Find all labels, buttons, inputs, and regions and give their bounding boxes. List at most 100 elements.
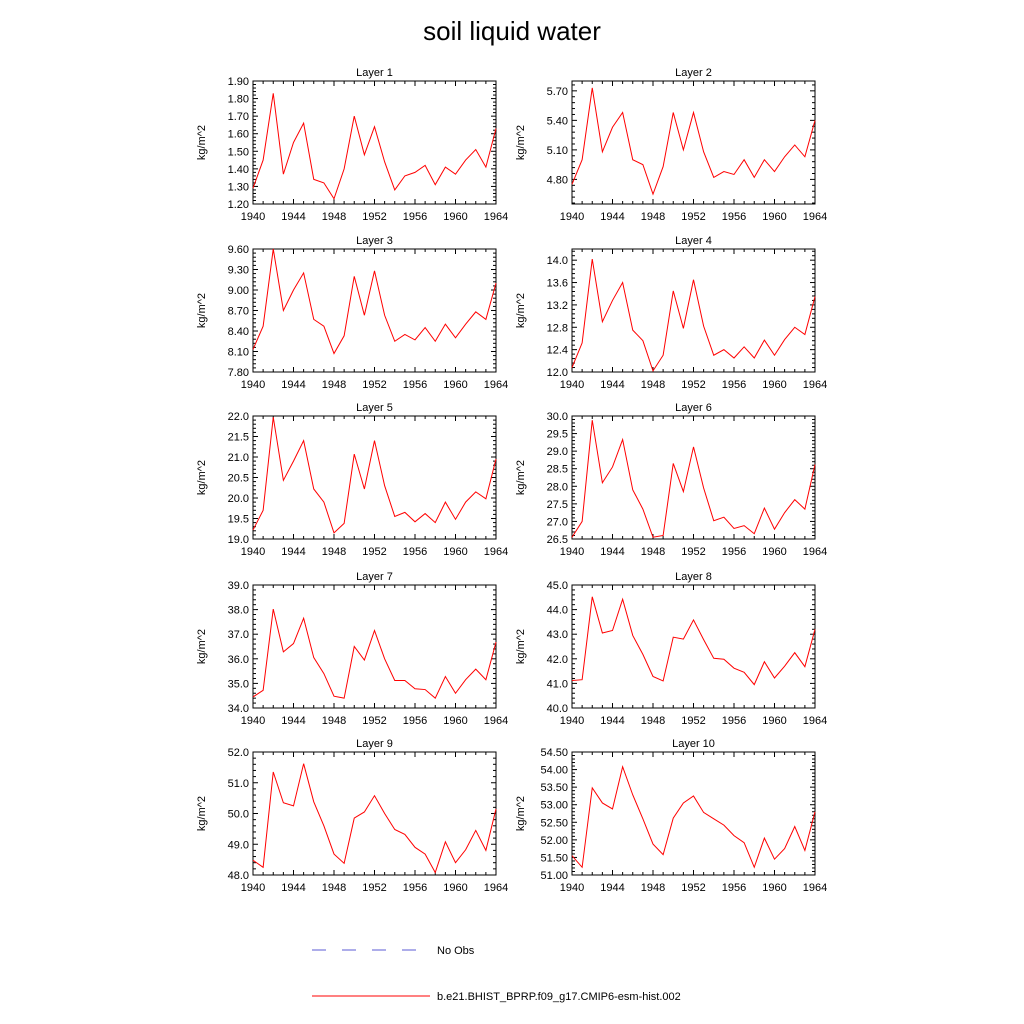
- x-tick-label: 1956: [403, 546, 427, 558]
- y-tick-label: 45.0: [547, 580, 568, 592]
- x-tick-label: 1952: [681, 882, 705, 894]
- x-tick-label: 1964: [484, 882, 508, 894]
- y-tick-label: 54.00: [540, 765, 568, 777]
- plot-frame: [571, 415, 816, 540]
- y-tick-label: 28.5: [547, 464, 568, 476]
- x-tick-label: 1944: [281, 546, 305, 558]
- y-tick-label: 51.0: [228, 778, 249, 790]
- y-tick-label: 4.80: [547, 174, 568, 186]
- series-line: [252, 417, 497, 534]
- y-tick-label: 20.5: [228, 473, 249, 485]
- x-tick-label: 1960: [443, 546, 467, 558]
- panel-title: Layer 10: [672, 738, 715, 750]
- x-tick-label: 1944: [281, 211, 305, 223]
- y-tick-label: 21.0: [228, 452, 249, 464]
- x-tick-label: 1944: [281, 379, 305, 391]
- panel-layer-5: Layer 5 kg/m^2 1940 1944 1948 1952 1956 1960 196…: [196, 402, 508, 558]
- y-tick-label: 14.0: [547, 255, 568, 267]
- panel-layer-9: Layer 9 kg/m^2 1940 1944 1948 1952 1956 1960 196…: [196, 738, 508, 894]
- y-tick-label: 41.0: [547, 678, 568, 690]
- x-tick-label: 1944: [600, 546, 624, 558]
- plot-frame: [252, 80, 497, 205]
- plot-frame: [571, 584, 816, 709]
- y-tick-label: 19.0: [228, 534, 249, 546]
- y-tick-label: 54.50: [540, 747, 568, 759]
- y-tick-label: 29.0: [547, 446, 568, 458]
- y-tick-label: 21.5: [228, 432, 249, 444]
- y-tick-label: 27.5: [547, 499, 568, 511]
- y-tick-label: 29.5: [547, 429, 568, 441]
- y-tick-label: 50.0: [228, 809, 249, 821]
- plot-frame: [571, 751, 816, 876]
- y-axis-label: kg/m^2: [196, 460, 208, 495]
- y-tick-label: 30.0: [547, 411, 568, 423]
- y-tick-label: 37.0: [228, 629, 249, 641]
- y-axis-label: kg/m^2: [515, 796, 527, 831]
- panel-title: Layer 2: [675, 67, 712, 79]
- x-tick-label: 1964: [803, 715, 827, 727]
- y-tick-label: 1.70: [228, 111, 249, 123]
- x-tick-label: 1940: [560, 546, 584, 558]
- y-tick-label: 35.0: [228, 678, 249, 690]
- y-tick-label: 49.0: [228, 839, 249, 851]
- y-tick-label: 13.6: [547, 278, 568, 290]
- x-tick-label: 1940: [241, 546, 265, 558]
- x-tick-label: 1964: [803, 546, 827, 558]
- panel-title: Layer 7: [356, 571, 393, 583]
- y-tick-label: 20.0: [228, 493, 249, 505]
- x-tick-label: 1952: [362, 379, 386, 391]
- x-tick-label: 1964: [803, 211, 827, 223]
- x-tick-label: 1960: [762, 379, 786, 391]
- x-tick-label: 1960: [762, 882, 786, 894]
- panel-title: Layer 9: [356, 738, 393, 750]
- y-axis-label: kg/m^2: [515, 460, 527, 495]
- series-line: [571, 420, 816, 538]
- x-tick-label: 1964: [484, 546, 508, 558]
- y-axis-label: kg/m^2: [515, 125, 527, 160]
- y-tick-label: 12.4: [547, 345, 568, 357]
- x-tick-label: 1940: [560, 715, 584, 727]
- plot-frame: [571, 248, 816, 373]
- y-tick-label: 52.0: [228, 747, 249, 759]
- y-tick-label: 52.50: [540, 817, 568, 829]
- panel-layer-8: Layer 8 kg/m^2 1940 1944 1948 1952 1956 1960 196…: [515, 571, 827, 727]
- y-tick-label: 43.0: [547, 629, 568, 641]
- y-axis-label: kg/m^2: [515, 293, 527, 328]
- x-tick-label: 1940: [241, 715, 265, 727]
- y-tick-label: 28.0: [547, 481, 568, 493]
- y-axis-label: kg/m^2: [196, 293, 208, 328]
- x-tick-label: 1960: [443, 379, 467, 391]
- y-axis-label: kg/m^2: [515, 629, 527, 664]
- panel-title: Layer 6: [675, 402, 712, 414]
- plot-frame: [252, 248, 497, 373]
- y-tick-label: 38.0: [228, 605, 249, 617]
- y-tick-label: 34.0: [228, 703, 249, 715]
- y-tick-label: 9.00: [228, 285, 249, 297]
- plot-frame: [252, 415, 497, 540]
- y-tick-label: 1.90: [228, 76, 249, 88]
- legend-model-label: b.e21.BHIST_BPRP.f09_g17.CMIP6-esm-hist.…: [437, 991, 681, 1003]
- x-tick-label: 1952: [362, 546, 386, 558]
- x-tick-label: 1960: [443, 715, 467, 727]
- x-tick-label: 1948: [322, 379, 346, 391]
- x-tick-label: 1944: [600, 211, 624, 223]
- x-tick-label: 1948: [322, 715, 346, 727]
- y-tick-label: 36.0: [228, 654, 249, 666]
- plot-frame: [571, 80, 816, 205]
- x-tick-label: 1960: [762, 546, 786, 558]
- x-tick-label: 1956: [722, 715, 746, 727]
- x-tick-label: 1964: [484, 715, 508, 727]
- y-tick-label: 1.80: [228, 94, 249, 106]
- panel-layer-7: Layer 7 kg/m^2 1940 1944 1948 1952 1956 1960 196…: [196, 571, 508, 727]
- panel-layer-10: Layer 10 kg/m^2 1940 1944 1948 1952 1956 1960 19…: [515, 738, 827, 894]
- y-tick-label: 12.8: [547, 322, 568, 334]
- panel-title: Layer 5: [356, 402, 393, 414]
- y-tick-label: 1.20: [228, 199, 249, 211]
- x-tick-label: 1952: [681, 546, 705, 558]
- x-tick-label: 1952: [681, 379, 705, 391]
- x-tick-label: 1960: [443, 211, 467, 223]
- y-tick-label: 19.5: [228, 514, 249, 526]
- x-tick-label: 1940: [560, 379, 584, 391]
- panel-title: Layer 3: [356, 235, 393, 247]
